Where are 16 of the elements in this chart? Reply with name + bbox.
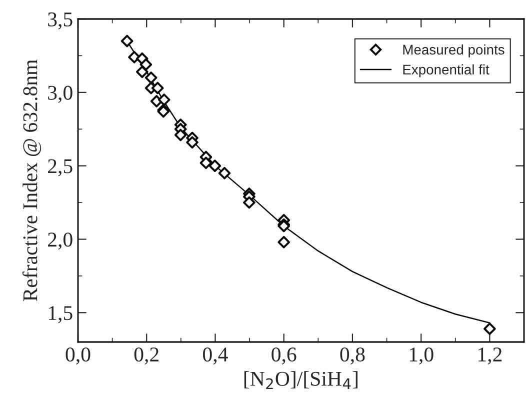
x-tick-label: 1,0 <box>410 347 434 365</box>
legend-label: Measured points <box>403 44 504 58</box>
x-tick-label: 0,2 <box>134 347 158 365</box>
x-tick-label: 0,8 <box>340 347 365 365</box>
y-axis-title: Refractive Index @ 632.8nm <box>22 60 42 302</box>
y-tick-label: 2,0 <box>48 232 72 250</box>
y-tick-label: 3,5 <box>48 12 72 30</box>
y-tick-label: 2,5 <box>48 159 72 176</box>
x-axis-title: [N$_{2}$O]/[SiH$_{4}$] <box>244 371 358 390</box>
x-tick-label: 0,0 <box>66 347 90 365</box>
y-tick-label: 3,0 <box>48 86 72 103</box>
y-tick-label: 1,5 <box>48 306 72 324</box>
x-tick-label: 0,4 <box>203 347 228 365</box>
legend-label: Exponential fit <box>403 64 490 78</box>
x-tick-label: 0,6 <box>272 347 296 365</box>
x-tick-label: 1,2 <box>478 348 502 365</box>
